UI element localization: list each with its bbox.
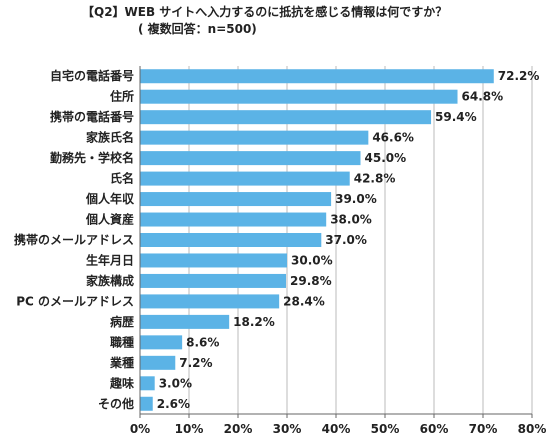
bar: [140, 233, 322, 247]
x-tick-label: 70%: [469, 422, 498, 436]
category-label: 携帯のメールアドレス: [14, 232, 134, 247]
bar: [140, 314, 230, 329]
bar: [140, 151, 361, 166]
category-label: 個人年収: [85, 191, 135, 206]
x-tick-label: 80%: [518, 422, 547, 436]
category-label: PC のメールアドレス: [16, 294, 134, 308]
category-label: 住所: [110, 89, 134, 104]
category-label: 病歴: [110, 314, 134, 329]
value-label: 46.6%: [372, 131, 414, 145]
x-tick-label: 60%: [420, 422, 449, 436]
value-label: 38.0%: [330, 213, 372, 227]
category-label: 家族構成: [86, 273, 134, 288]
value-label: 7.2%: [179, 356, 212, 370]
value-label: 18.2%: [233, 315, 275, 329]
bar: [140, 89, 458, 104]
bar: [140, 355, 176, 370]
bar: [140, 171, 350, 186]
value-label: 8.6%: [186, 335, 219, 349]
category-label: 氏名: [110, 171, 134, 186]
category-label: 自宅の電話番号: [50, 68, 134, 83]
chart-subtitle: ( 複数回答：n=500): [138, 22, 257, 36]
x-tick-label: 40%: [322, 422, 351, 436]
value-label: 72.2%: [498, 69, 540, 83]
category-label: 生年月日: [86, 252, 134, 267]
bar: [140, 110, 432, 125]
chart-title: 【Q2】WEB サイトへ入力するのに抵抗を感じる情報は何ですか？: [82, 5, 448, 19]
x-tick-label: 20%: [224, 422, 253, 436]
value-label: 29.8%: [290, 274, 332, 288]
value-label: 30.0%: [291, 253, 333, 267]
value-label: 37.0%: [325, 233, 367, 247]
value-label: 3.0%: [159, 376, 192, 390]
bar: [140, 69, 494, 84]
value-label: 45.0%: [365, 151, 407, 165]
x-tick-label: 0%: [130, 422, 150, 436]
value-label: 39.0%: [335, 192, 377, 206]
bar: [140, 273, 287, 288]
category-label: 業種: [109, 355, 134, 370]
x-tick-label: 50%: [371, 422, 400, 436]
category-label: 勤務先・学校名: [50, 150, 134, 165]
bar: [140, 130, 369, 145]
value-label: 59.4%: [435, 110, 477, 124]
value-label: 42.8%: [354, 172, 396, 186]
category-label: 趣味: [109, 375, 134, 390]
bar: [140, 376, 155, 391]
x-tick-label: 30%: [273, 422, 302, 436]
value-label: 2.6%: [157, 397, 190, 411]
category-label: 個人資産: [85, 212, 134, 227]
x-tick-label: 10%: [175, 422, 204, 436]
bar: [140, 253, 287, 268]
category-label: その他: [98, 396, 134, 411]
bar: [140, 335, 183, 350]
category-label: 家族氏名: [86, 130, 134, 145]
bar: [140, 396, 153, 411]
category-label: 職種: [110, 334, 134, 349]
bar: [140, 212, 327, 227]
category-label: 携帯の電話番号: [50, 109, 134, 124]
value-label: 28.4%: [283, 294, 325, 308]
bar: [140, 192, 332, 207]
bar: [140, 294, 280, 309]
value-label: 64.8%: [462, 90, 504, 104]
